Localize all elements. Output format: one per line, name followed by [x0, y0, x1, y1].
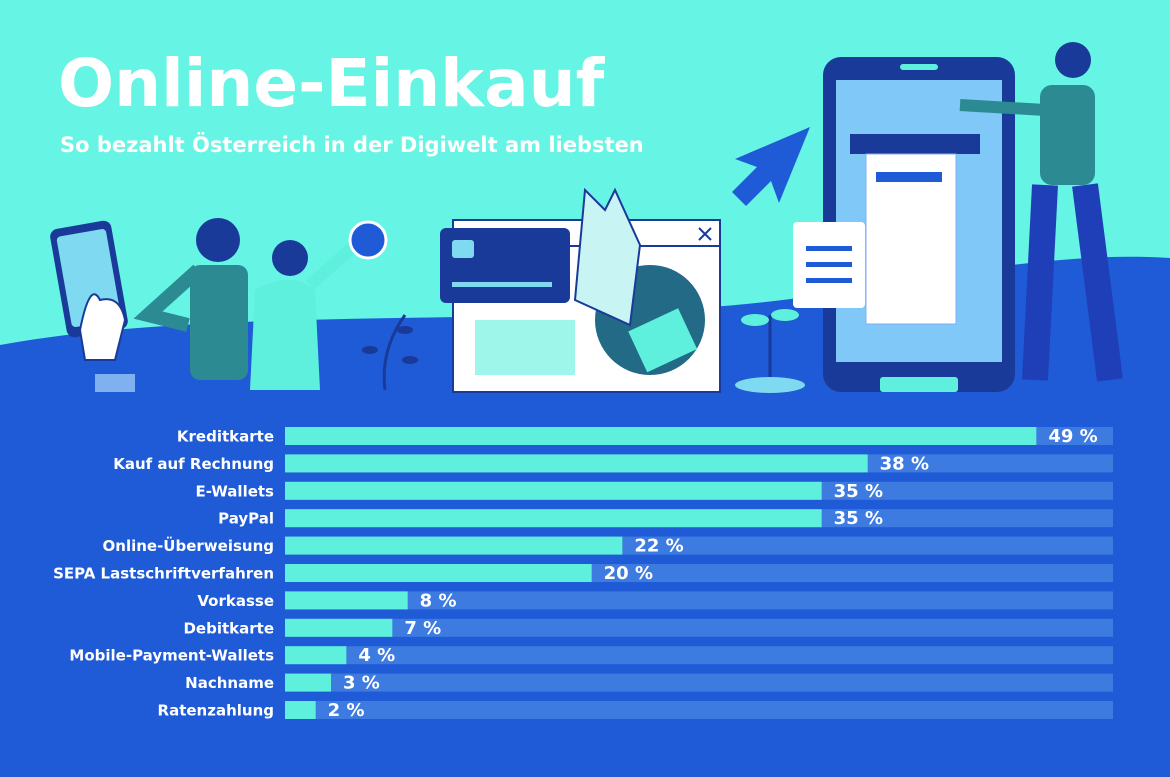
category-label: E-Wallets — [196, 482, 275, 500]
bar-track — [285, 618, 1113, 637]
value-label: 7 % — [404, 618, 441, 639]
bar — [285, 454, 868, 473]
bar — [285, 427, 1037, 445]
value-label: 22 % — [634, 536, 683, 557]
category-label: SEPA Lastschriftverfahren — [53, 565, 274, 583]
bar-track — [285, 673, 1113, 692]
category-label: Debitkarte — [183, 619, 274, 637]
value-label: 38 % — [880, 453, 929, 474]
bar-track — [285, 701, 1113, 719]
bar — [285, 481, 822, 500]
bar — [285, 591, 408, 610]
bar — [285, 618, 393, 637]
bar — [285, 564, 592, 582]
category-label: Online-Überweisung — [103, 536, 274, 555]
bar — [285, 646, 347, 665]
bar-track — [285, 591, 1113, 610]
value-label: 35 % — [834, 508, 883, 529]
category-label: Ratenzahlung — [158, 702, 274, 720]
bar — [285, 509, 822, 528]
category-label: Kauf auf Rechnung — [113, 455, 274, 473]
category-label: Mobile-Payment-Wallets — [69, 647, 274, 665]
value-label: 3 % — [343, 673, 380, 694]
bar-track — [285, 646, 1113, 665]
value-label: 4 % — [358, 645, 395, 666]
value-label: 2 % — [328, 700, 365, 721]
value-label: 20 % — [604, 563, 653, 584]
category-label: Vorkasse — [197, 592, 274, 610]
bar — [285, 536, 623, 555]
chart-title: Online-Einkauf — [58, 45, 606, 122]
chart-subtitle: So bezahlt Österreich in der Digiwelt am… — [60, 132, 644, 157]
bar — [285, 701, 316, 719]
category-label: PayPal — [218, 510, 274, 528]
value-label: 49 % — [1048, 426, 1097, 447]
category-label: Kreditkarte — [177, 428, 274, 446]
bar-chart: Kreditkarte 49 % Kauf auf Rechnung 38 % E-Wa… — [53, 426, 1113, 721]
illustration — [50, 42, 1123, 393]
category-label: Nachname — [185, 674, 274, 692]
bar — [285, 673, 331, 692]
value-label: 35 % — [834, 481, 883, 502]
value-label: 8 % — [420, 590, 457, 611]
